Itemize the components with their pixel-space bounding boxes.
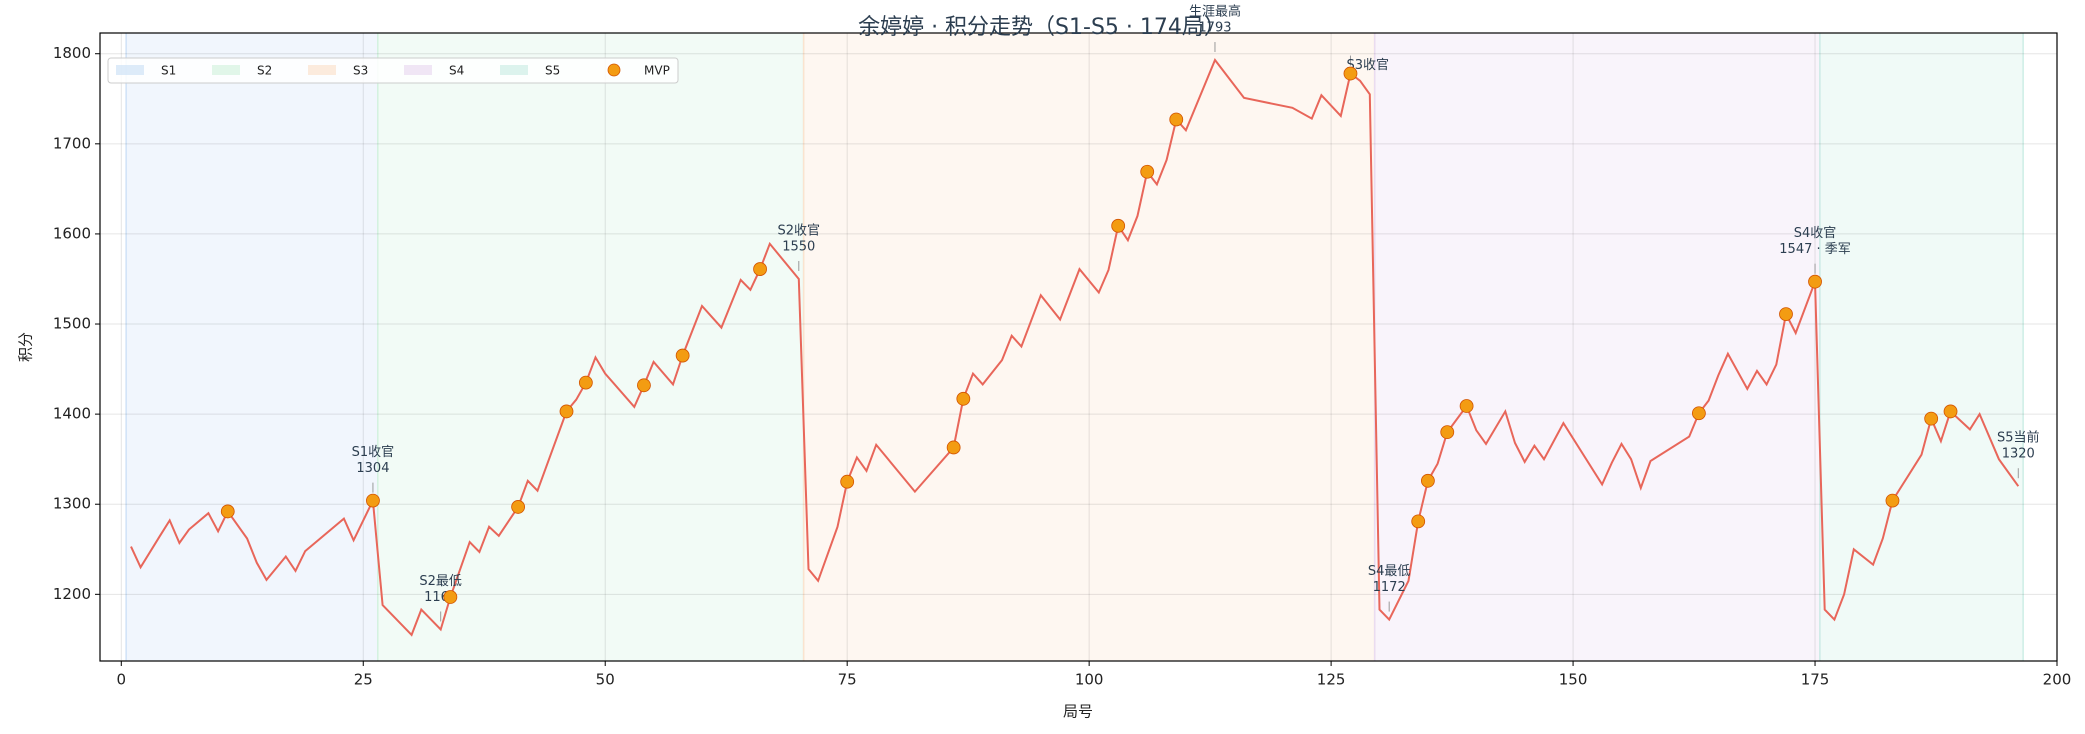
annotation-text: 生涯最高 [1189, 4, 1241, 20]
mvp-point [637, 378, 651, 393]
x-tick-label: 150 [1559, 671, 1588, 689]
x-axis-label: 局号 [1063, 703, 1093, 721]
annotation-text: S2最低 [419, 574, 462, 589]
y-tick-label: 1800 [53, 44, 91, 62]
chart-title: 余婷婷 · 积分走势（S1-S5 · 174局） [858, 15, 1226, 40]
legend-box [107, 57, 679, 84]
legend-swatch [308, 65, 336, 75]
annotation-label: 1547 · 季军 [1779, 242, 1850, 257]
mvp-point [1140, 164, 1155, 179]
season-band [1374, 33, 1820, 661]
legend-marker [607, 63, 621, 77]
season-band [803, 33, 1375, 661]
annotation-text: S4收官 [1794, 225, 1837, 241]
season-band [377, 33, 804, 661]
y-tick-label: 1300 [53, 495, 91, 513]
annotation-text: S1收官 [352, 444, 395, 460]
legend-label: S2 [257, 64, 272, 78]
mvp-point [1169, 112, 1184, 127]
annotation-text: S2收官 [778, 222, 821, 238]
mvp-point [559, 404, 574, 419]
annotation-label: 1172 [1373, 580, 1406, 595]
y-tick-label: 1400 [53, 405, 91, 423]
y-tick-label: 1600 [53, 224, 91, 242]
y-tick-label: 1200 [53, 585, 91, 603]
annotation-text: S5当前 [1997, 430, 2040, 446]
season-band [126, 33, 378, 661]
legend-swatch [404, 65, 432, 75]
mvp-point [443, 590, 458, 604]
mvp-point [675, 348, 690, 363]
legend-label: S3 [353, 64, 368, 78]
x-tick-label: 50 [596, 671, 615, 689]
mvp-point [1440, 425, 1455, 440]
mvp-point [1343, 66, 1358, 81]
mvp-point [1411, 514, 1426, 529]
mvp-point [1459, 399, 1474, 413]
annotation-label: 1550 [782, 239, 815, 254]
legend-swatch [116, 65, 144, 75]
x-tick-label: 100 [1075, 671, 1104, 689]
mvp-point [1420, 473, 1435, 488]
legend-label: S5 [545, 64, 560, 78]
annotation-label: 1320 [2002, 447, 2035, 462]
x-tick-label: 25 [354, 671, 373, 689]
season-band [1819, 33, 2024, 661]
y-axis-label: 积分 [17, 332, 35, 362]
legend-swatch [500, 65, 528, 75]
x-tick-label: 200 [2043, 671, 2072, 689]
x-tick-label: 0 [117, 671, 127, 689]
legend-label: S4 [449, 64, 464, 78]
y-tick-label: 1500 [53, 315, 91, 333]
legend-label: S1 [161, 64, 176, 78]
mvp-point [511, 500, 526, 514]
y-tick-label: 1700 [53, 134, 91, 152]
mvp-point [840, 474, 855, 489]
annotation-label: 1793 [1198, 21, 1231, 36]
mvp-point [220, 504, 235, 519]
mvp-point [1924, 411, 1939, 426]
legend-swatch [212, 65, 240, 75]
mvp-point [1943, 404, 1958, 419]
x-tick-label: 125 [1317, 671, 1346, 689]
legend-label: MVP [644, 64, 670, 78]
plot-frame [99, 32, 2058, 662]
mvp-point [1808, 274, 1822, 289]
mvp-point [1779, 307, 1793, 322]
mvp-point [946, 440, 961, 455]
x-tick-label: 175 [1801, 671, 1830, 689]
annotation-text: S4最低 [1368, 564, 1411, 579]
mvp-point [1885, 493, 1900, 508]
mvp-point [956, 391, 971, 406]
mvp-point [366, 493, 380, 508]
mvp-point [578, 375, 593, 390]
x-tick-label: 75 [838, 671, 857, 689]
legend: S1 S2 S3 S4 S5 MVP [107, 57, 679, 84]
mvp-point [1111, 218, 1126, 233]
mvp-point [753, 262, 767, 276]
annotation-text: S3收官 [1346, 57, 1389, 73]
annotation-label: 1304 [356, 461, 389, 476]
mvp-point [1691, 406, 1706, 421]
